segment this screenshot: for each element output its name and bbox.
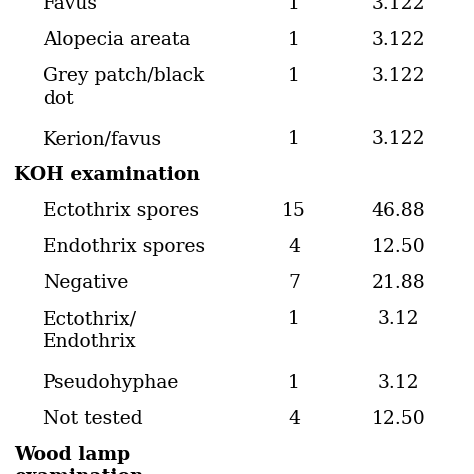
Text: Kerion/favus: Kerion/favus bbox=[43, 130, 162, 148]
Text: 1: 1 bbox=[288, 130, 300, 148]
Text: examination: examination bbox=[14, 468, 144, 474]
Text: 4: 4 bbox=[288, 238, 300, 256]
Text: 1: 1 bbox=[288, 31, 300, 49]
Text: 15: 15 bbox=[282, 202, 306, 220]
Text: Negative: Negative bbox=[43, 274, 128, 292]
Text: 1: 1 bbox=[288, 310, 300, 328]
Text: 12.50: 12.50 bbox=[371, 410, 425, 428]
Text: Alopecia areata: Alopecia areata bbox=[43, 31, 190, 49]
Text: 1: 1 bbox=[288, 67, 300, 85]
Text: Pseudohyphae: Pseudohyphae bbox=[43, 374, 179, 392]
Text: 3.122: 3.122 bbox=[371, 0, 425, 13]
Text: Endothrix: Endothrix bbox=[43, 333, 137, 351]
Text: Grey patch/black: Grey patch/black bbox=[43, 67, 204, 85]
Text: 3.12: 3.12 bbox=[377, 374, 419, 392]
Text: 21.88: 21.88 bbox=[371, 274, 425, 292]
Text: 3.122: 3.122 bbox=[371, 31, 425, 49]
Text: 12.50: 12.50 bbox=[371, 238, 425, 256]
Text: 7: 7 bbox=[288, 274, 300, 292]
Text: Ectothrix/: Ectothrix/ bbox=[43, 310, 137, 328]
Text: KOH examination: KOH examination bbox=[14, 166, 200, 184]
Text: Ectothrix spores: Ectothrix spores bbox=[43, 202, 199, 220]
Text: 1: 1 bbox=[288, 374, 300, 392]
Text: 4: 4 bbox=[288, 410, 300, 428]
Text: 3.12: 3.12 bbox=[377, 310, 419, 328]
Text: Wood lamp: Wood lamp bbox=[14, 446, 130, 464]
Text: 1: 1 bbox=[288, 0, 300, 13]
Text: Not tested: Not tested bbox=[43, 410, 142, 428]
Text: dot: dot bbox=[43, 90, 73, 108]
Text: 3.122: 3.122 bbox=[371, 67, 425, 85]
Text: 46.88: 46.88 bbox=[371, 202, 425, 220]
Text: Endothrix spores: Endothrix spores bbox=[43, 238, 205, 256]
Text: 3.122: 3.122 bbox=[371, 130, 425, 148]
Text: Favus: Favus bbox=[43, 0, 98, 13]
